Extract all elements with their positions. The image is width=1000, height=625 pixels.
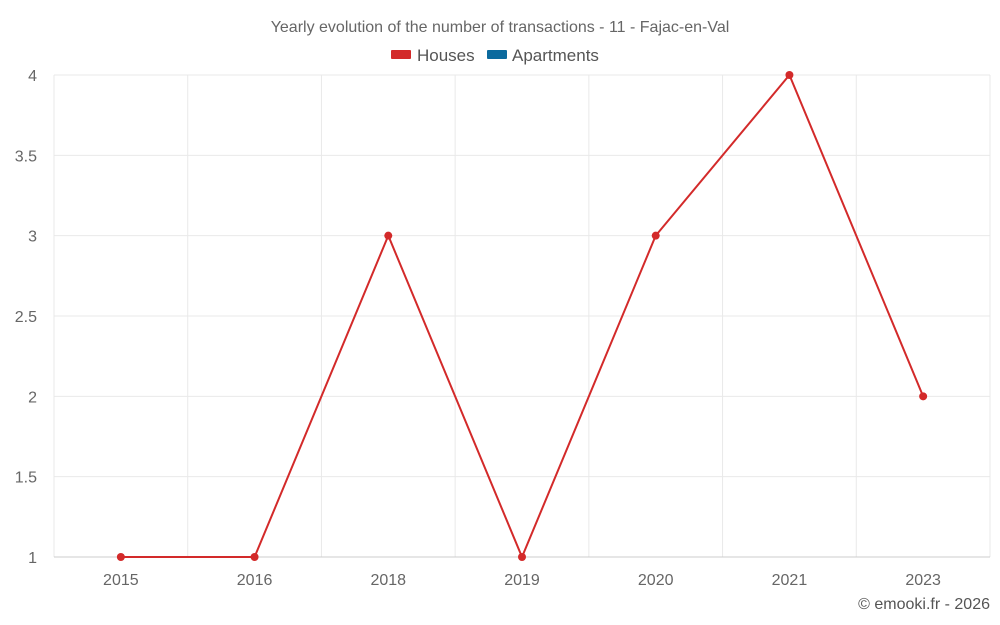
data-point[interactable] bbox=[651, 231, 660, 240]
legend: Houses Apartments bbox=[391, 46, 599, 65]
grid bbox=[53, 74, 991, 558]
data-point[interactable] bbox=[785, 71, 794, 79]
x-tick-label: 2020 bbox=[638, 572, 674, 589]
data-point[interactable] bbox=[518, 553, 526, 561]
y-tick-label: 1 bbox=[28, 550, 37, 567]
y-tick-label: 3 bbox=[28, 229, 37, 246]
x-tick-label: 2019 bbox=[504, 572, 540, 589]
x-tick-label: 2015 bbox=[103, 572, 139, 589]
y-tick-label: 1.5 bbox=[15, 470, 37, 487]
series-layer bbox=[116, 71, 928, 561]
x-tick-label: 2018 bbox=[370, 572, 406, 589]
chart-title: Yearly evolution of the number of transa… bbox=[271, 19, 730, 36]
y-tick-label: 3.5 bbox=[15, 148, 37, 165]
y-tick-label: 2.5 bbox=[15, 309, 37, 326]
legend-swatch-apartments[interactable] bbox=[487, 50, 507, 59]
x-tick-label: 2021 bbox=[772, 572, 808, 589]
data-point[interactable] bbox=[384, 231, 393, 240]
legend-label-apartments[interactable]: Apartments bbox=[512, 46, 599, 65]
credit-text: © emooki.fr - 2026 bbox=[858, 596, 990, 613]
legend-swatch-houses[interactable] bbox=[391, 50, 411, 59]
legend-label-houses[interactable]: Houses bbox=[417, 46, 475, 65]
data-point[interactable] bbox=[919, 392, 928, 401]
y-axis: 1 1.5 2 2.5 3 3.5 4 bbox=[15, 68, 37, 567]
x-axis: 2015 2016 2018 2019 2020 2021 2023 bbox=[103, 572, 941, 589]
data-point[interactable] bbox=[116, 553, 125, 561]
y-tick-label: 2 bbox=[28, 389, 37, 406]
x-tick-label: 2023 bbox=[905, 572, 941, 589]
y-tick-label: 4 bbox=[28, 68, 37, 85]
x-tick-label: 2016 bbox=[237, 572, 273, 589]
data-point[interactable] bbox=[250, 553, 259, 561]
